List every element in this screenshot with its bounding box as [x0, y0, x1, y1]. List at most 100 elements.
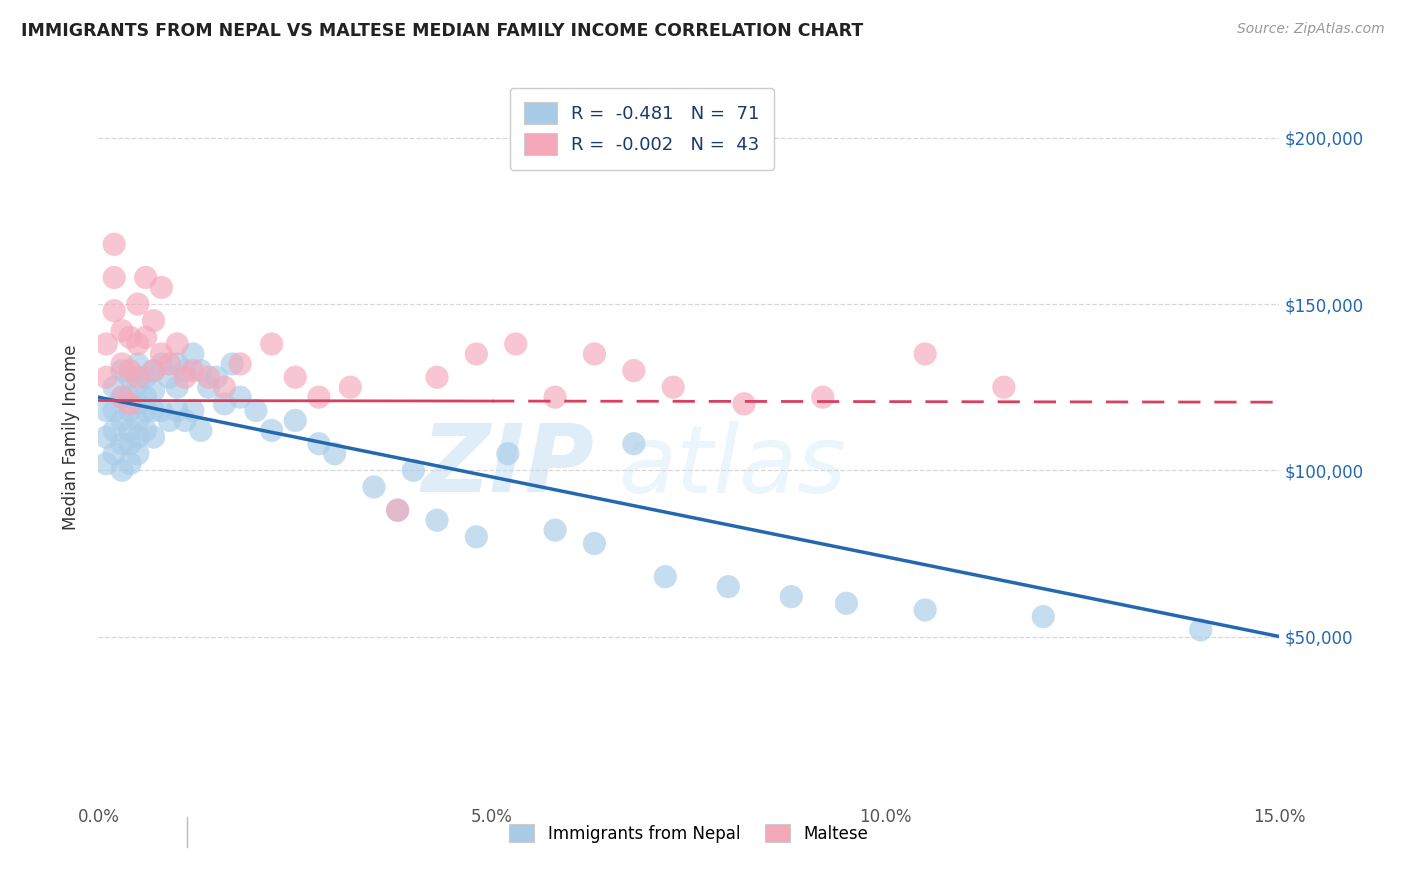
Point: [135, 370, 157, 384]
Point: [229, 390, 252, 404]
Point: [103, 447, 125, 461]
Point: [111, 363, 134, 377]
Point: [914, 603, 936, 617]
Point: [142, 384, 165, 398]
Point: [260, 424, 283, 438]
Point: [142, 363, 165, 377]
Point: [733, 397, 755, 411]
Point: [135, 330, 157, 344]
Point: [835, 596, 858, 610]
Point: [583, 536, 606, 550]
Point: [127, 357, 149, 371]
Point: [465, 347, 488, 361]
Point: [662, 380, 685, 394]
Point: [811, 390, 834, 404]
Point: [174, 363, 197, 377]
Point: [111, 357, 134, 371]
Point: [111, 390, 134, 404]
Point: [150, 280, 173, 294]
Point: [118, 424, 141, 438]
Point: [166, 337, 188, 351]
Point: [142, 314, 165, 328]
Point: [96, 457, 118, 471]
Point: [157, 357, 180, 371]
Point: [544, 523, 567, 537]
Point: [174, 370, 197, 384]
Point: [465, 530, 488, 544]
Point: [118, 330, 141, 344]
Point: [157, 370, 180, 384]
Point: [157, 413, 180, 427]
Point: [623, 363, 645, 377]
Point: [142, 403, 165, 417]
Point: [111, 390, 134, 404]
Point: [103, 237, 125, 252]
Point: [166, 380, 188, 394]
Point: [214, 380, 236, 394]
Point: [505, 337, 527, 351]
Point: [544, 390, 567, 404]
Point: [118, 397, 141, 411]
Point: [118, 370, 141, 384]
Point: [103, 403, 125, 417]
Point: [308, 390, 330, 404]
Point: [111, 324, 134, 338]
Point: [142, 363, 165, 377]
Point: [308, 436, 330, 450]
Point: [103, 380, 125, 394]
Point: [127, 447, 149, 461]
Point: [323, 447, 346, 461]
Point: [190, 424, 212, 438]
Point: [127, 337, 149, 351]
Point: [190, 363, 212, 377]
Point: [103, 424, 125, 438]
Point: [96, 370, 118, 384]
Point: [496, 447, 519, 461]
Text: Source: ZipAtlas.com: Source: ZipAtlas.com: [1237, 22, 1385, 37]
Point: [181, 403, 204, 417]
Point: [402, 463, 425, 477]
Point: [127, 430, 149, 444]
Point: [103, 270, 125, 285]
Point: [221, 357, 243, 371]
Text: IMMIGRANTS FROM NEPAL VS MALTESE MEDIAN FAMILY INCOME CORRELATION CHART: IMMIGRANTS FROM NEPAL VS MALTESE MEDIAN …: [21, 22, 863, 40]
Point: [623, 436, 645, 450]
Point: [197, 380, 219, 394]
Point: [166, 357, 188, 371]
Point: [150, 347, 173, 361]
Legend: Immigrants from Nepal, Maltese: Immigrants from Nepal, Maltese: [503, 818, 875, 849]
Point: [150, 357, 173, 371]
Point: [96, 403, 118, 417]
Point: [181, 363, 204, 377]
Point: [229, 357, 252, 371]
Point: [780, 590, 803, 604]
Point: [127, 297, 149, 311]
Point: [150, 403, 173, 417]
Point: [914, 347, 936, 361]
Point: [135, 390, 157, 404]
Point: [103, 303, 125, 318]
Point: [205, 370, 228, 384]
Point: [583, 347, 606, 361]
Point: [654, 570, 676, 584]
Point: [118, 363, 141, 377]
Y-axis label: Median Family Income: Median Family Income: [62, 344, 80, 530]
Point: [127, 370, 149, 384]
Point: [363, 480, 385, 494]
Point: [118, 403, 141, 417]
Point: [127, 376, 149, 391]
Point: [1032, 609, 1054, 624]
Point: [426, 513, 449, 527]
Text: atlas: atlas: [619, 421, 846, 512]
Point: [245, 403, 267, 417]
Point: [387, 503, 409, 517]
Point: [96, 430, 118, 444]
Point: [142, 430, 165, 444]
Point: [339, 380, 361, 394]
Point: [284, 370, 307, 384]
Point: [197, 370, 219, 384]
Point: [181, 347, 204, 361]
Point: [166, 403, 188, 417]
Point: [717, 580, 740, 594]
Point: [284, 413, 307, 427]
